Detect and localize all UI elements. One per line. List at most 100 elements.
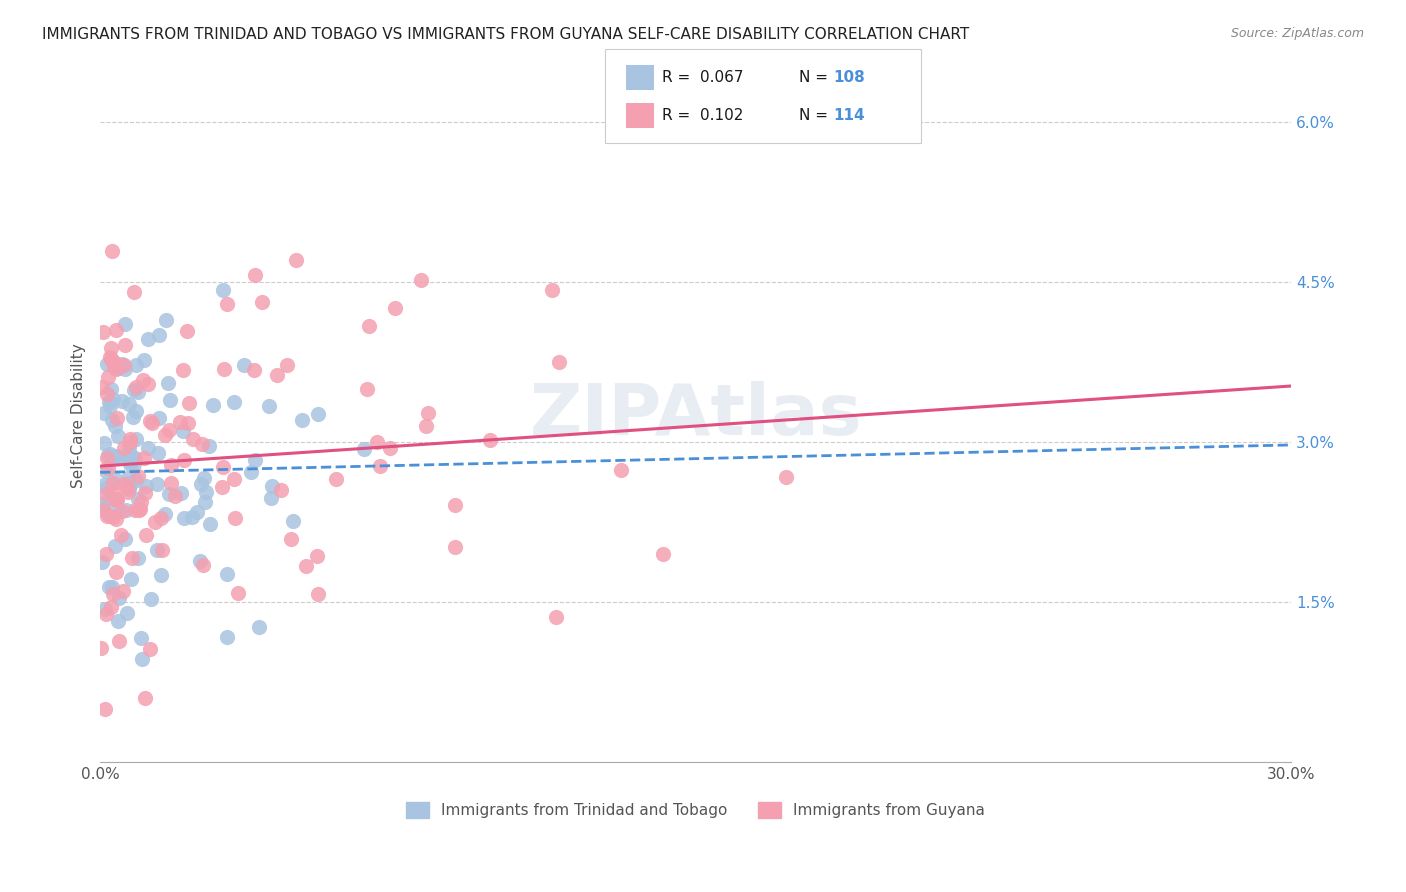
Point (96, 450, 118, 465)
Point (101, 510, 124, 524)
Point (132, 352, 155, 367)
Point (112, 477, 135, 491)
Point (368, 458, 391, 473)
Point (91, 555, 114, 569)
Point (114, 533, 136, 547)
Point (115, 502, 138, 516)
Point (101, 587, 124, 601)
Point (93, 503, 115, 517)
Point (259, 400, 281, 414)
Point (93, 478, 115, 492)
Point (94, 607, 117, 622)
Point (177, 395, 200, 409)
Point (239, 465, 262, 479)
Point (136, 441, 159, 455)
Point (169, 416, 191, 430)
Point (139, 414, 162, 428)
Point (134, 691, 156, 706)
Point (198, 439, 221, 453)
Point (129, 495, 152, 509)
Point (202, 398, 225, 412)
Point (172, 425, 194, 439)
Point (105, 512, 128, 526)
Point (243, 268, 266, 283)
Point (94, 481, 117, 495)
Point (359, 319, 381, 334)
Point (94, 464, 117, 478)
Point (233, 358, 256, 372)
Point (157, 376, 180, 390)
Point (307, 407, 329, 421)
Point (120, 572, 142, 586)
Point (114, 318, 136, 332)
Point (198, 516, 221, 531)
Point (93, 436, 115, 450)
Point (107, 360, 129, 375)
Point (195, 485, 218, 500)
Point (90, 641, 112, 656)
Text: 114: 114 (834, 108, 865, 122)
Point (212, 460, 235, 475)
Point (356, 382, 378, 396)
Point (103, 359, 125, 374)
Point (91, 380, 114, 394)
Point (107, 614, 129, 628)
Point (98, 508, 121, 523)
Point (149, 510, 172, 524)
Point (105, 492, 128, 507)
Text: R =  0.102: R = 0.102 (662, 108, 744, 122)
Point (143, 515, 166, 529)
Point (118, 476, 141, 491)
Point (262, 479, 284, 493)
Point (159, 392, 181, 407)
Point (180, 509, 202, 524)
Point (104, 492, 127, 507)
Point (97, 448, 120, 462)
Point (353, 442, 375, 457)
Point (118, 440, 141, 454)
Point (122, 285, 145, 300)
Point (546, 610, 568, 624)
Point (444, 498, 467, 512)
Point (124, 451, 146, 466)
Point (148, 446, 170, 460)
Point (135, 478, 157, 492)
Point (132, 451, 155, 466)
Point (107, 634, 129, 648)
Point (111, 583, 134, 598)
Point (93, 407, 115, 421)
Point (153, 507, 176, 521)
Point (305, 549, 328, 564)
Point (118, 432, 141, 446)
Point (103, 355, 125, 369)
Point (150, 543, 173, 558)
Point (378, 441, 401, 455)
Point (98, 446, 121, 460)
Point (103, 450, 125, 465)
Point (98, 399, 121, 413)
Point (172, 363, 194, 377)
Point (112, 441, 135, 455)
Point (105, 323, 128, 337)
Point (160, 458, 183, 473)
Y-axis label: Self-Care Disability: Self-Care Disability (72, 343, 86, 488)
Point (194, 495, 217, 509)
Point (291, 413, 314, 427)
Point (131, 631, 153, 645)
Text: N =: N = (799, 108, 832, 122)
Point (118, 435, 141, 450)
Point (270, 483, 292, 497)
Point (107, 428, 129, 442)
Point (114, 338, 136, 352)
Point (212, 362, 235, 376)
Point (217, 297, 239, 311)
Point (127, 491, 149, 506)
Point (136, 332, 159, 346)
Point (141, 416, 163, 430)
Point (128, 501, 150, 516)
Point (141, 592, 163, 607)
Point (444, 540, 467, 554)
Point (120, 458, 142, 472)
Point (157, 487, 180, 501)
Point (93, 496, 115, 510)
